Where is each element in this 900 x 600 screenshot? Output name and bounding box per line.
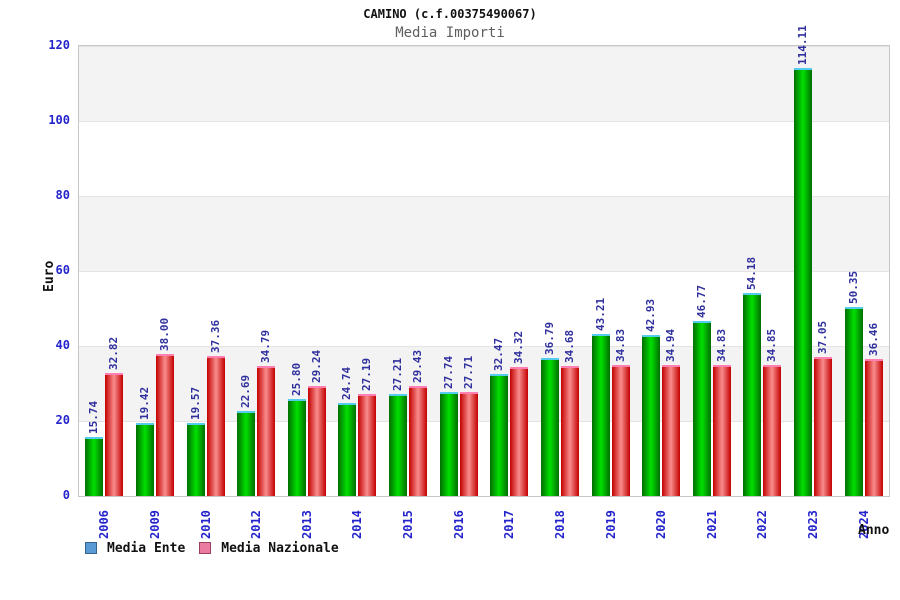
bar-media-ente-2020 [642,335,661,496]
value-label-media-ente-2017: 32.47 [492,338,506,372]
value-label-media-nazionale-2018: 34.68 [562,329,576,363]
value-label-media-nazionale-2009: 38.00 [157,317,171,351]
value-label-media-ente-2021: 46.77 [694,284,708,318]
value-label-media-nazionale-2017: 34.32 [512,331,526,365]
x-tick-2006: 2006 [97,510,112,539]
value-label-media-ente-2009: 19.42 [137,387,151,421]
y-tick-40: 40 [55,338,70,352]
bar-media-nazionale-2012 [257,365,276,496]
value-label-media-nazionale-2012: 34.79 [259,329,273,363]
value-label-media-ente-2010: 19.57 [188,386,202,420]
bar-media-nazionale-2018 [560,365,579,496]
bar-media-ente-2013 [287,399,306,496]
bar-media-nazionale-2019 [611,365,630,496]
legend-label-media-ente: Media Ente [107,540,186,556]
bar-media-ente-2014 [338,403,357,496]
value-label-media-ente-2020: 42.93 [644,298,658,332]
y-tick-120: 120 [48,38,70,52]
y-tick-20: 20 [55,413,70,427]
bar-media-ente-2018 [540,358,559,496]
value-label-media-ente-2022: 54.18 [745,256,759,290]
value-label-media-ente-2023: 114.11 [796,25,810,66]
value-label-media-nazionale-2014: 27.19 [360,357,374,392]
legend-item-media-nazionale: Media Nazionale [199,540,339,556]
bar-media-ente-2022 [743,292,762,496]
value-label-media-ente-2006: 15.74 [87,400,101,434]
bar-media-nazionale-2013 [307,386,326,496]
page-title: CAMINO (c.f.00375490067) [363,7,537,21]
x-tick-2020: 2020 [654,510,669,539]
x-tick-2010: 2010 [198,510,213,539]
x-axis-ticks: 2006 2009 2010 2012 2013 2014 2015 2016 2017 2018… [79,497,889,543]
value-label-media-ente-2014: 24.74 [340,367,354,401]
bar-media-nazionale-2021 [712,365,731,496]
x-tick-2009: 2009 [147,510,162,539]
x-tick-2018: 2018 [552,510,567,539]
bar-media-nazionale-2023 [814,357,833,496]
value-label-media-nazionale-2013: 29.24 [309,350,323,384]
value-label-media-nazionale-2019: 34.83 [613,329,627,363]
x-tick-2023: 2023 [806,510,821,539]
plot-area: 15.74 32.82 19.42 38.00 19.57 37.36 22.69 34.79… [78,25,890,497]
x-tick-2021: 2021 [704,510,719,539]
x-tick-2016: 2016 [451,510,466,539]
page-subtitle: Media Importi [395,25,505,41]
bar-media-nazionale-2006 [105,372,124,496]
bar-media-ente-2016 [439,391,458,496]
bar-media-nazionale-2010 [206,355,225,496]
y-tick-100: 100 [48,113,70,127]
value-label-media-nazionale-2020: 34.94 [664,328,678,362]
value-label-media-ente-2013: 25.80 [289,363,303,397]
legend-item-media-ente: Media Ente [85,541,185,556]
bar-media-ente-2021 [692,320,711,496]
value-label-media-ente-2015: 27.21 [391,357,405,391]
y-tick-80: 80 [55,188,70,202]
y-tick-60: 60 [55,263,70,277]
y-tick-0: 0 [62,488,70,502]
bar-media-nazionale-2014 [358,394,377,496]
bar-media-nazionale-2024 [864,359,883,496]
bar-media-nazionale-2020 [662,364,681,496]
value-label-media-ente-2012: 22.69 [239,374,253,408]
x-tick-2019: 2019 [603,510,618,539]
value-label-media-nazionale-2016: 27.71 [461,355,475,390]
bar-media-ente-2009 [135,423,154,496]
bar-media-ente-2006 [85,436,104,496]
value-label-media-ente-2018: 36.79 [542,321,556,356]
value-label-media-nazionale-2006: 32.82 [107,336,121,370]
value-label-media-ente-2016: 27.74 [441,355,455,389]
bar-media-ente-2017 [490,374,509,496]
x-tick-2022: 2022 [755,510,770,539]
bar-media-nazionale-2015 [409,385,428,496]
x-tick-2017: 2017 [502,510,517,539]
value-label-media-nazionale-2023: 37.05 [816,320,830,355]
bar-media-ente-2019 [591,333,610,496]
bar-media-ente-2015 [389,393,408,496]
bar-media-nazionale-2022 [763,365,782,496]
value-label-media-nazionale-2015: 29.43 [411,349,425,383]
value-label-media-nazionale-2021: 34.83 [714,329,728,363]
x-tick-2012: 2012 [249,510,264,539]
bar-media-ente-2012 [237,410,256,496]
legend: Media Ente Media Nazionale [85,539,339,557]
bar-media-nazionale-2016 [459,392,478,496]
value-label-media-nazionale-2022: 34.85 [765,329,779,363]
value-label-media-nazionale-2024: 36.46 [866,323,880,357]
bar-media-nazionale-2017 [510,367,529,496]
value-label-media-ente-2024: 50.35 [846,271,860,305]
bar-media-nazionale-2009 [155,353,174,496]
legend-swatch-media-nazionale [199,542,212,554]
value-label-media-nazionale-2010: 37.36 [208,319,222,353]
x-axis-title: Anno [858,523,890,538]
x-tick-2015: 2015 [401,510,416,539]
legend-swatch-media-ente [85,542,97,554]
bar-media-ente-2024 [844,307,863,496]
x-tick-2013: 2013 [299,510,314,539]
value-label-media-ente-2019: 43.21 [593,297,607,331]
bar-media-ente-2023 [794,68,813,496]
bar-media-ente-2010 [186,422,205,496]
legend-label-media-nazionale: Media Nazionale [221,540,339,556]
x-tick-2014: 2014 [350,510,365,539]
